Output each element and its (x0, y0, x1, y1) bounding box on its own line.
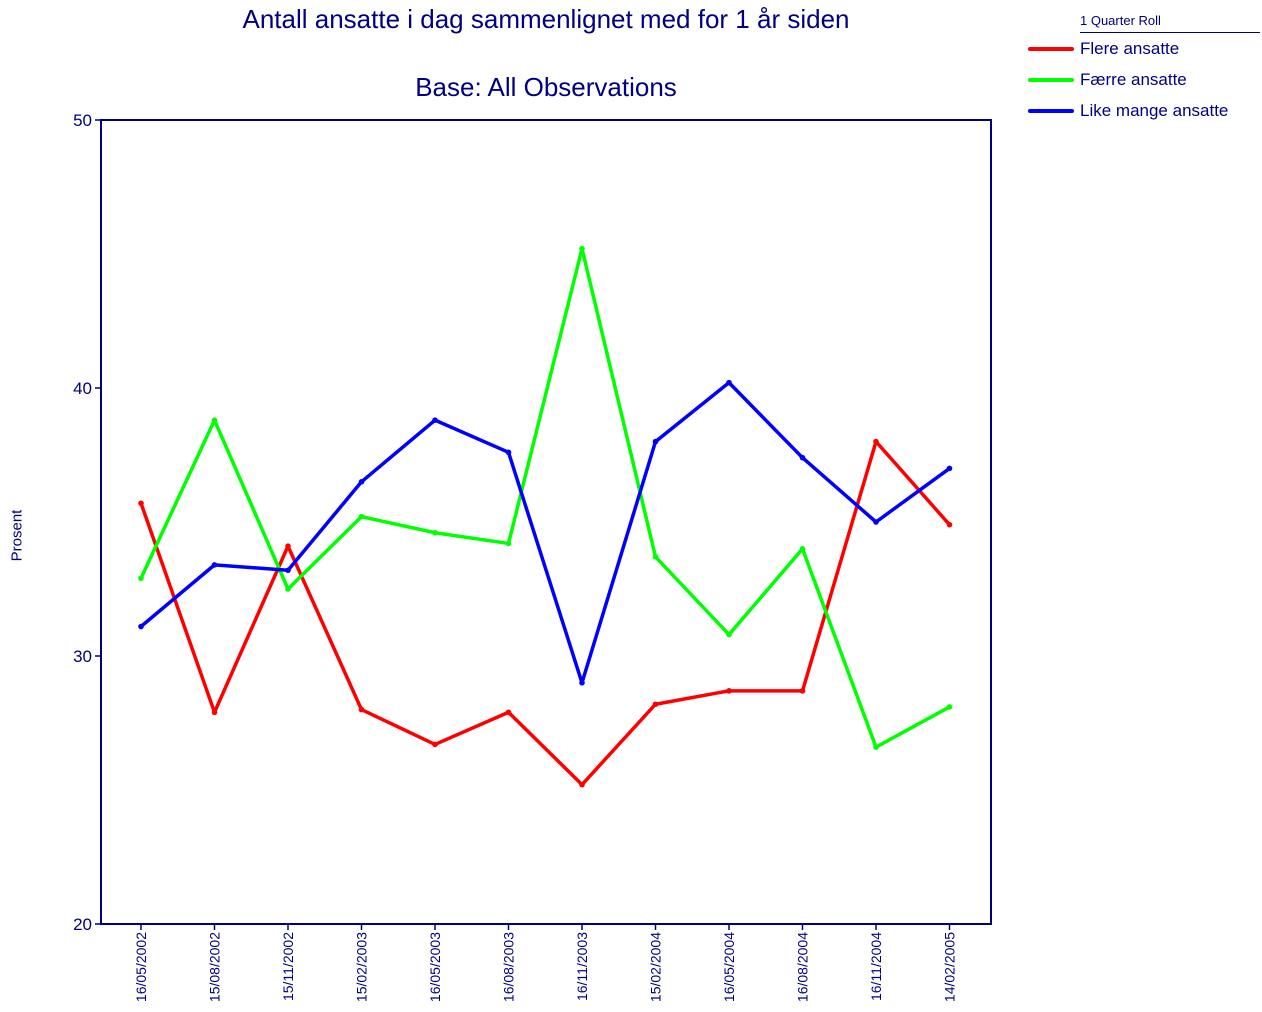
series-1-point (946, 521, 953, 528)
legend-label-faerre-ansatte: Færre ansatte (1080, 69, 1187, 89)
series-2-point (211, 417, 218, 423)
series-3-point (211, 562, 218, 568)
x-tick-label: 15/02/2004 (648, 932, 664, 1002)
series-3-point (505, 449, 512, 456)
series-2-point (579, 245, 585, 252)
legend-swatch-flere-ansatte (1028, 46, 1074, 51)
x-tick-label: 16/08/2004 (795, 932, 811, 1002)
series-3-point (873, 519, 879, 525)
legend-item-like-mange-ansatte: Like mange ansatte (1028, 95, 1260, 126)
series-2-point (138, 575, 144, 582)
series-2-point (946, 704, 953, 710)
y-tick-label: 30 (73, 647, 92, 666)
series-3-point (579, 680, 585, 686)
series-1-point (285, 543, 291, 549)
series-2-point (726, 631, 732, 638)
series-3-point (946, 465, 953, 472)
legend-label-like-mange-ansatte: Like mange ansatte (1080, 100, 1229, 120)
series-2-point (799, 546, 806, 552)
x-tick-label: 15/02/2003 (354, 932, 370, 1002)
series-1-point (799, 688, 806, 694)
series-1-point (579, 781, 585, 788)
series-2-point (285, 586, 291, 592)
y-tick-label: 40 (73, 379, 92, 398)
legend-swatch-like-mange-ansatte (1028, 108, 1074, 113)
series-3-point (285, 567, 291, 574)
legend: 1 Quarter Roll Flere ansatte Færre ansat… (1028, 10, 1260, 126)
x-tick-label: 16/08/2003 (501, 932, 517, 1002)
series-1-point (358, 706, 365, 713)
series-2-point (432, 529, 438, 536)
series-3-point (432, 417, 438, 423)
series-1-point (211, 709, 218, 716)
chart-subtitle: Base: All Observations (415, 72, 677, 102)
legend-item-flere-ansatte: Flere ansatte (1028, 33, 1260, 64)
y-tick-label: 50 (73, 111, 92, 130)
x-tick-label: 16/11/2004 (868, 932, 884, 1001)
series-1-point (726, 688, 732, 694)
chart-title: Antall ansatte i dag sammenlignet med fo… (242, 4, 850, 34)
series-2-point (652, 554, 659, 560)
series-1-point (432, 741, 438, 748)
legend-title: 1 Quarter Roll (1080, 10, 1260, 33)
series-3-point (652, 438, 659, 445)
legend-item-faerre-ansatte: Færre ansatte (1028, 64, 1260, 95)
x-tick-label: 15/08/2002 (207, 932, 223, 1002)
x-tick-label: 16/05/2002 (133, 932, 149, 1002)
legend-swatch-faerre-ansatte (1028, 77, 1074, 82)
x-tick-label: 15/11/2002 (280, 932, 296, 1001)
series-3-point (358, 479, 365, 485)
x-tick-label: 16/05/2004 (721, 932, 737, 1002)
legend-label-flere-ansatte: Flere ansatte (1080, 38, 1180, 58)
x-tick-label: 16/11/2003 (574, 932, 590, 1001)
series-1-point (652, 701, 659, 708)
x-tick-label: 16/05/2003 (427, 932, 443, 1002)
series-line-3 (139, 380, 952, 685)
series-2-point (873, 744, 879, 750)
series-1-point (505, 709, 512, 716)
series-2-point (358, 513, 365, 520)
plot-frame (100, 119, 992, 925)
series-3-point (726, 379, 732, 386)
x-tick-label: 14/02/2005 (942, 932, 958, 1002)
series-3-point (799, 454, 806, 461)
series-line-2 (139, 246, 952, 749)
y-tick-label: 20 (73, 915, 92, 934)
series-1-point (138, 500, 144, 507)
series-line-1 (139, 439, 952, 787)
series-2-point (505, 540, 512, 547)
series-3-point (138, 623, 144, 630)
series-1-point (873, 438, 879, 445)
